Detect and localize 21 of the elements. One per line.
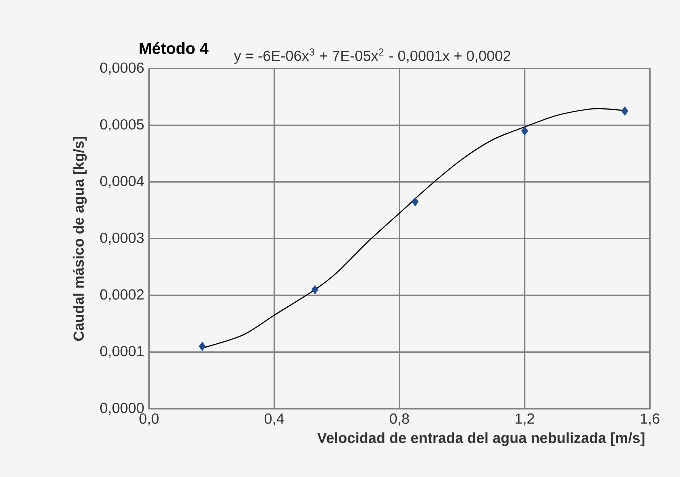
x-axis-title: Velocidad de entrada del agua nebulizada [m/s] [317, 432, 645, 446]
x-tick-label: 0,8 [390, 414, 410, 426]
chart-title: Método 4 [140, 42, 209, 54]
x-tick-label: 0,4 [264, 414, 284, 426]
text: y = -6E-06x$^{3}$ + 7E-05x$^{2}$ - 0,0001x + 0,0002 [234, 48, 511, 64]
y-tick-label: 0,0001 [100, 346, 144, 358]
x-tick-label: 1,6 [641, 414, 660, 426]
point [199, 342, 206, 352]
point [312, 285, 319, 294]
x-tick-label: 0,0 [140, 414, 159, 426]
y-tick-label: 0,0002 [100, 290, 144, 302]
y-tick-label: 0,0003 [100, 232, 144, 245]
y-tick-label: 0,0000 [100, 402, 144, 416]
y-tick-label: 0,0006 [100, 62, 144, 75]
point [412, 198, 419, 207]
y-tick-label: 0,0004 [100, 176, 144, 188]
point [521, 126, 528, 136]
y-tick-label: 0,0005 [100, 119, 144, 132]
point [622, 106, 629, 116]
y-axis-title: Caudal másico de agua [kg/s] [73, 136, 88, 342]
x-tick-label: 1,2 [516, 414, 534, 426]
